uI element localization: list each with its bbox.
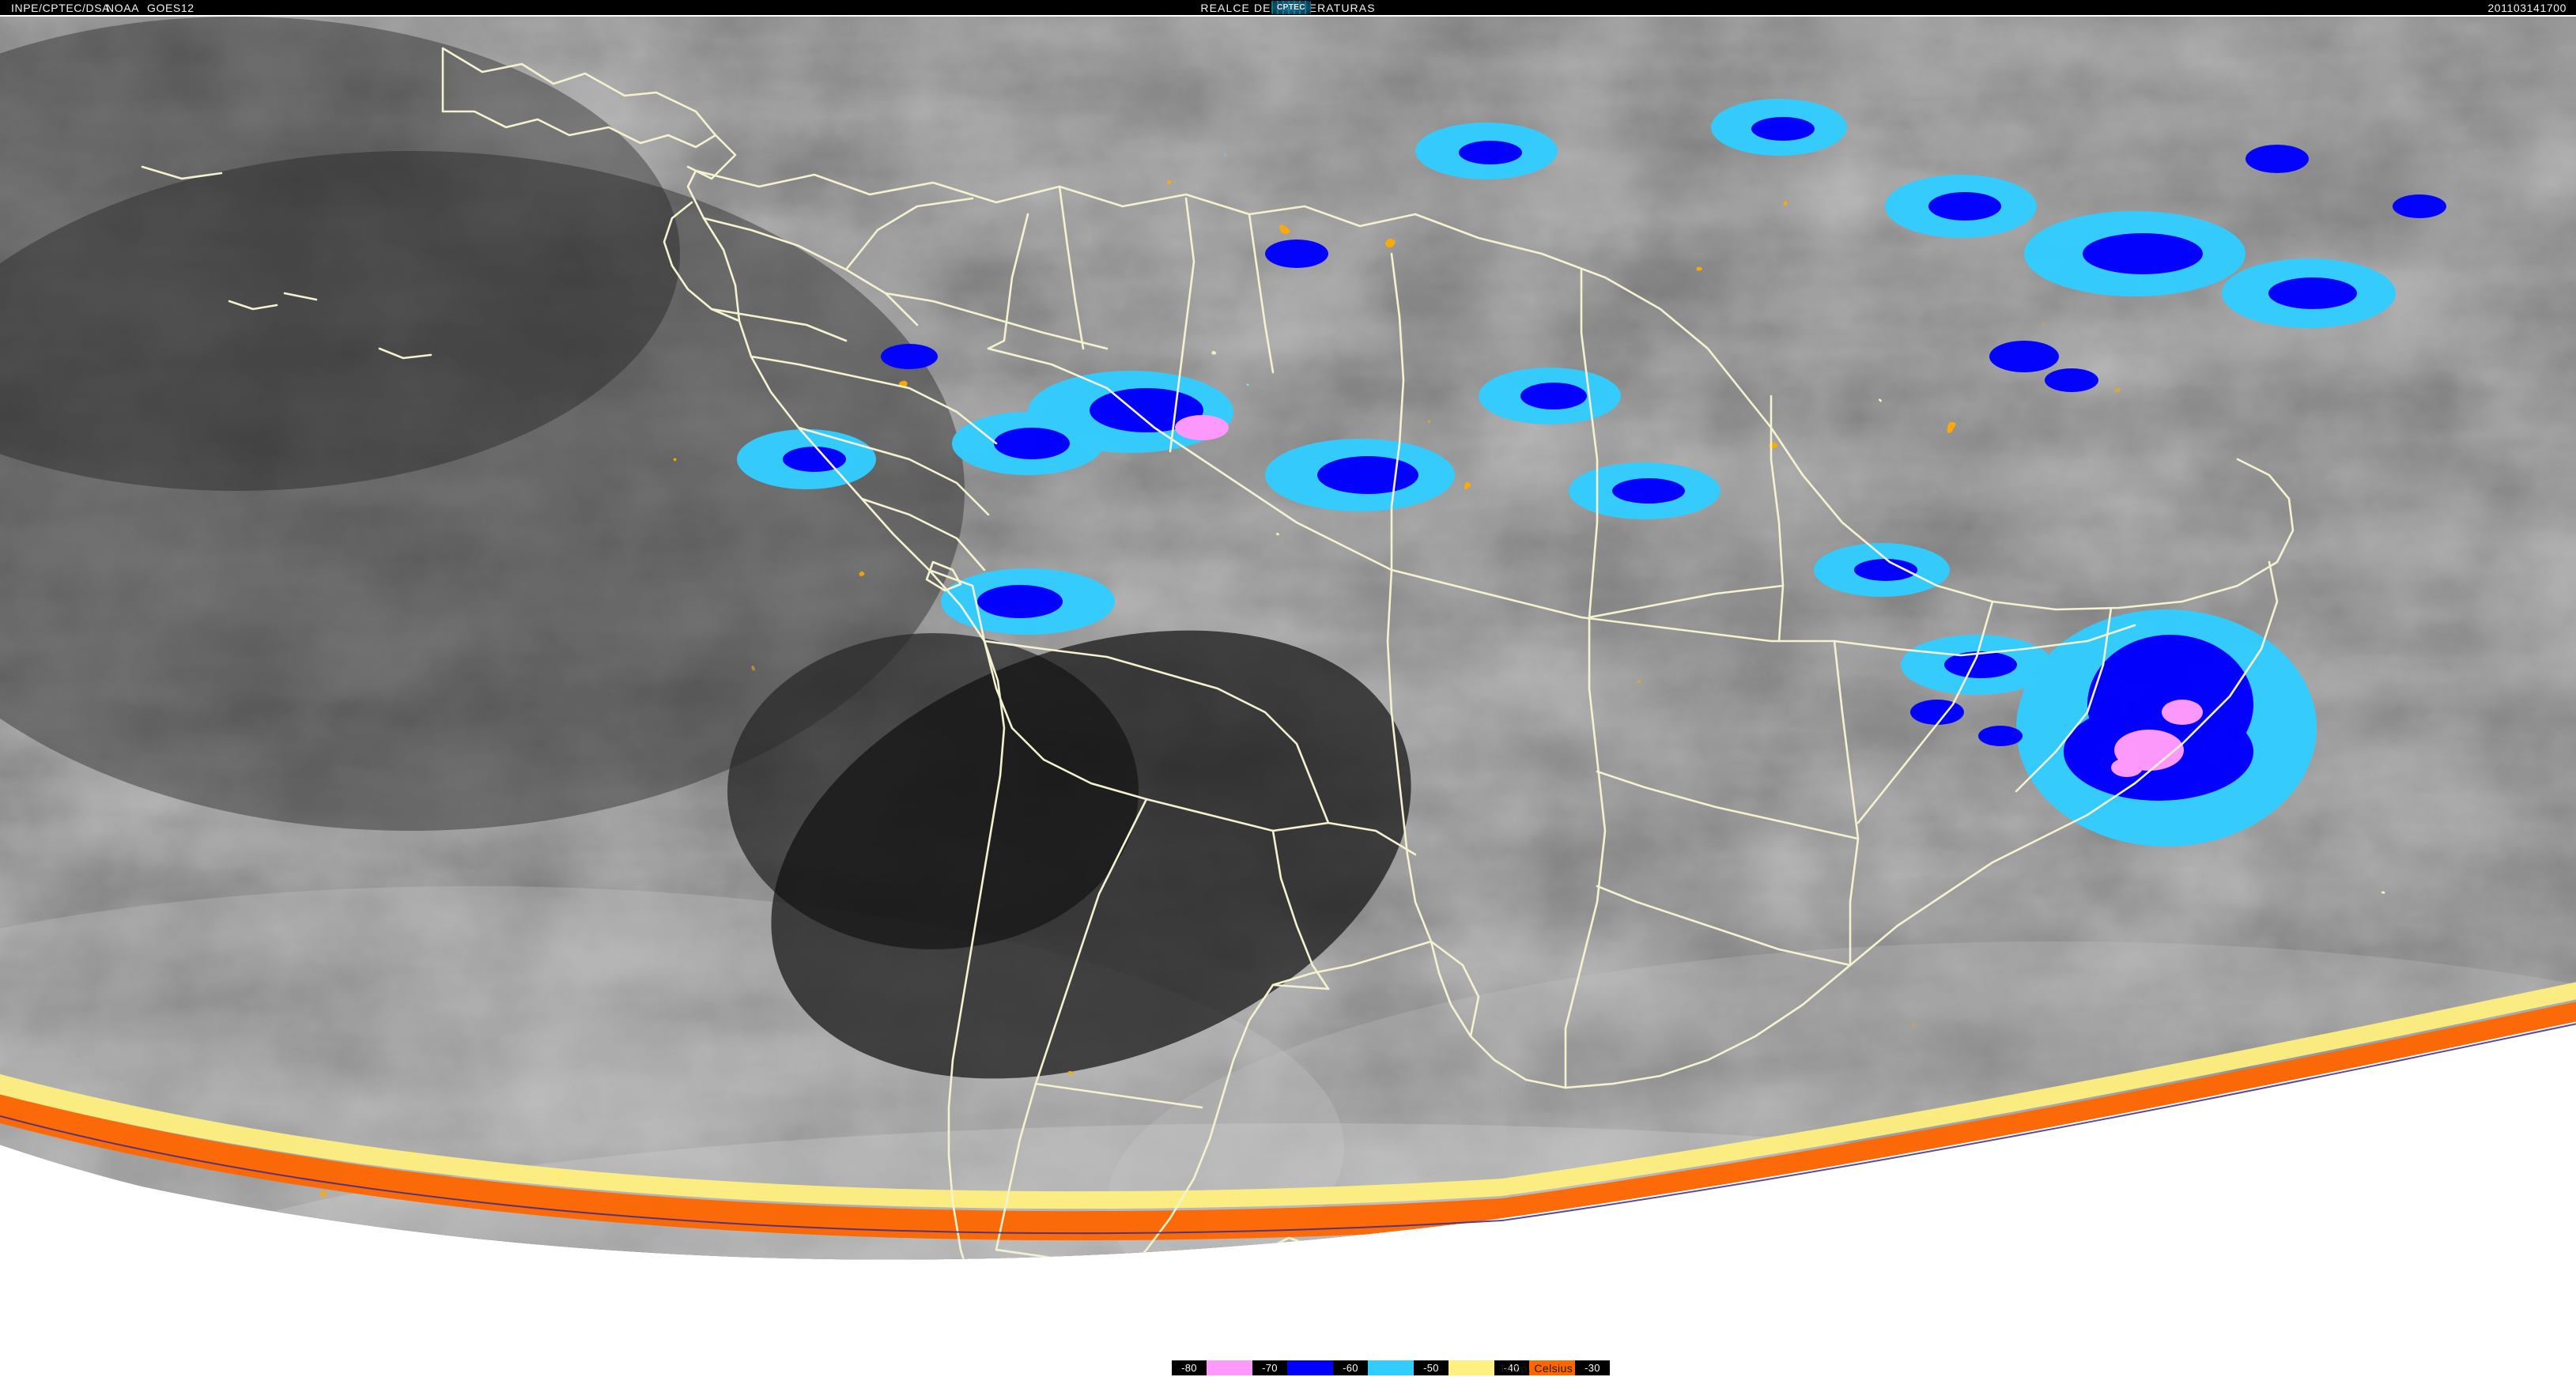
legend-tick-30: -30 — [1575, 1360, 1610, 1375]
cptec-logo-icon: CPTEC — [1271, 1, 1311, 14]
agency-label: INPE/CPTEC/DSA — [11, 2, 111, 14]
satellite-image — [0, 17, 2576, 1377]
deep-convection-cores — [737, 99, 2446, 847]
logo-text: CPTEC — [1277, 3, 1305, 12]
legend-tick-80: -80 — [1172, 1360, 1207, 1375]
timestamp-label: 201103141700 — [2487, 2, 2567, 14]
color-scale-legend: -80 -70 -60 -50 -40 -30 — [1172, 1360, 1610, 1375]
legend-tick-50: -50 — [1414, 1360, 1449, 1375]
legend-tick-60: -60 — [1333, 1360, 1368, 1375]
legend-tick-40: -40 — [1494, 1360, 1529, 1375]
legend-swatch-violet — [1207, 1360, 1252, 1375]
satellite-label: GOES12 — [147, 2, 195, 14]
legend-swatch-blue — [1287, 1360, 1333, 1375]
coastlines-and-borders — [141, 47, 2295, 1260]
earth-disk — [0, 17, 2576, 1260]
legend-swatch-orange — [1529, 1360, 1575, 1375]
legend-swatch-yellow — [1449, 1360, 1494, 1375]
earth-limb-outline — [0, 1023, 2576, 1235]
legend-unit-label: Temp. Celsius — [1499, 1362, 1573, 1375]
legend-tick-70: -70 — [1252, 1360, 1287, 1375]
legend-swatch-cyan — [1368, 1360, 1414, 1375]
logo-stripes — [1271, 1, 1311, 14]
satellite-canvas — [0, 17, 2576, 1377]
source-label: NOAA — [106, 2, 140, 14]
cyclone-core — [2016, 609, 2317, 847]
